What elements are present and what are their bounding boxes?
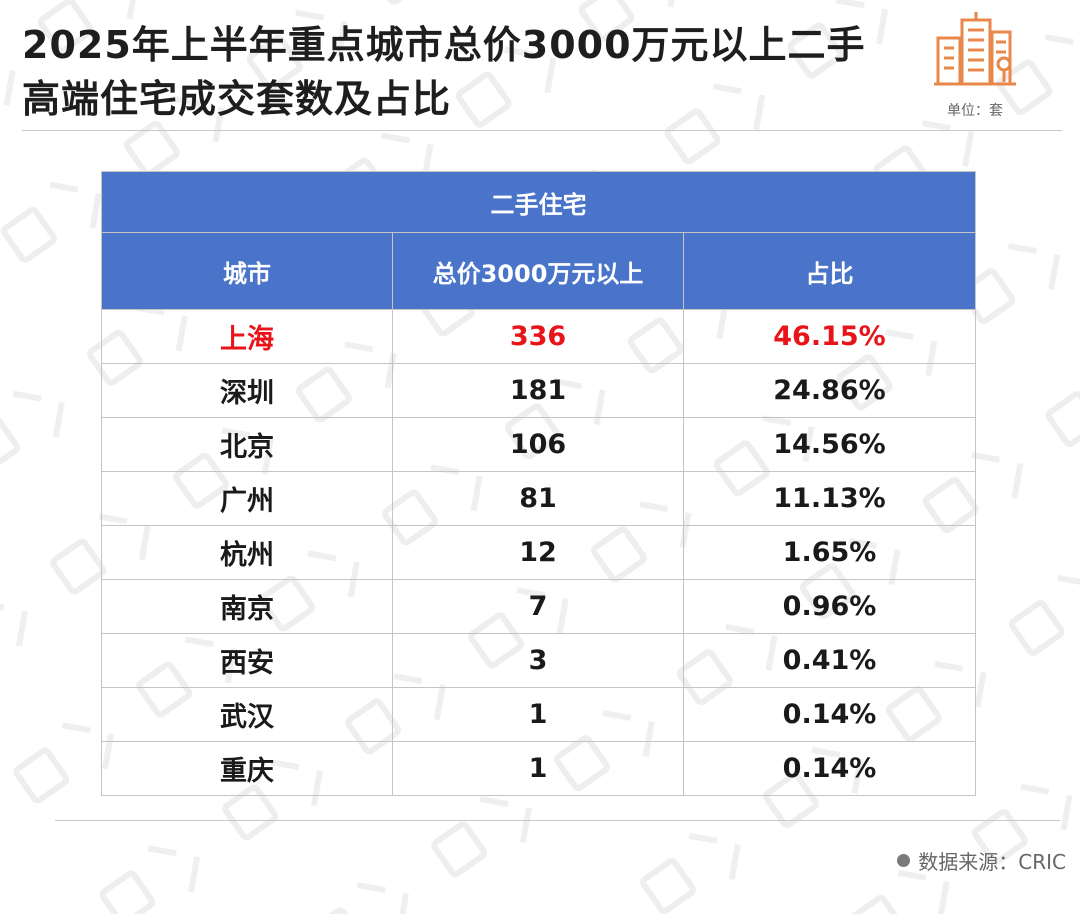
- city-cell: 重庆: [101, 741, 393, 796]
- share-cell: 14.56%: [682, 417, 977, 472]
- count-cell: 3: [392, 633, 684, 688]
- source-note: 数据来源：CRIC: [897, 846, 1066, 875]
- table-row: 南京 7 0.96%: [101, 579, 977, 634]
- share-cell: 46.15%: [682, 309, 977, 364]
- count-cell: 336: [392, 309, 684, 364]
- table-row: 武汉 1 0.14%: [101, 687, 977, 742]
- city-cell: 南京: [101, 579, 393, 634]
- count-cell: 181: [392, 363, 684, 418]
- table-row: 上海 336 46.15%: [101, 309, 977, 364]
- top-divider: [22, 130, 1062, 131]
- city-cell: 杭州: [101, 525, 393, 580]
- count-cell: 81: [392, 471, 684, 526]
- count-cell: 1: [392, 687, 684, 742]
- table-row: 西安 3 0.41%: [101, 633, 977, 688]
- bullet-dot-icon: [897, 854, 911, 867]
- city-cell: 深圳: [101, 363, 393, 418]
- page-title: 2025年上半年重点城市总价3000万元以上二手高端住宅成交套数及占比: [22, 23, 866, 121]
- unit-label: 单位：套: [947, 103, 1003, 119]
- share-cell: 24.86%: [682, 363, 977, 418]
- share-cell: 0.41%: [682, 633, 977, 688]
- count-cell: 106: [392, 417, 684, 472]
- share-cell: 0.14%: [682, 687, 977, 742]
- bottom-divider: [55, 820, 1060, 821]
- table-row: 广州 81 11.13%: [101, 471, 977, 526]
- city-cell: 广州: [101, 471, 393, 526]
- table-row: 深圳 181 24.86%: [101, 363, 977, 418]
- source-text: 数据来源：CRIC: [918, 850, 1066, 874]
- city-cell: 西安: [101, 633, 393, 688]
- building-logo-icon: [934, 12, 1016, 86]
- share-cell: 0.14%: [682, 741, 977, 796]
- column-header-city: 城市: [101, 232, 393, 310]
- count-cell: 7: [392, 579, 684, 634]
- table-row: 杭州 12 1.65%: [101, 525, 977, 580]
- count-cell: 12: [392, 525, 684, 580]
- column-header-share: 占比: [682, 232, 977, 310]
- column-header-count: 总价3000万元以上: [392, 232, 684, 310]
- share-cell: 1.65%: [682, 525, 977, 580]
- group-header: 二手住宅: [100, 171, 977, 233]
- share-cell: 0.96%: [682, 579, 977, 634]
- city-cell: 北京: [101, 417, 393, 472]
- data-table: 二手住宅 城市 总价3000万元以上 占比 上海 336 46.15% 深圳 1…: [100, 171, 977, 796]
- city-cell: 上海: [101, 309, 393, 364]
- table-row: 重庆 1 0.14%: [101, 741, 977, 796]
- city-cell: 武汉: [101, 687, 393, 742]
- count-cell: 1: [392, 741, 684, 796]
- share-cell: 11.13%: [682, 471, 977, 526]
- table-row: 北京 106 14.56%: [101, 417, 977, 472]
